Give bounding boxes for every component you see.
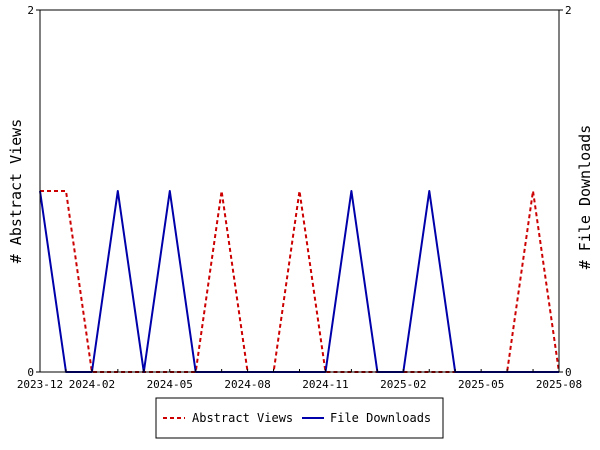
- y-axis-left-title: # Abstract Views: [7, 119, 25, 264]
- y-right-tick-label: 0: [565, 366, 572, 379]
- x-tick-label: 2023-12: [17, 378, 63, 391]
- legend-label-file-downloads: File Downloads: [330, 411, 431, 425]
- x-tick-label: 2025-05: [458, 378, 504, 391]
- y-right-tick-label: 2: [565, 4, 572, 17]
- legend: Abstract Views File Downloads: [155, 397, 444, 439]
- x-tick-label: 2024-08: [224, 378, 270, 391]
- x-tick-label: 2024-02: [69, 378, 115, 391]
- tick-layer: 2023-12 2024-02 2024-05 2024-08 2024-11 2025-…: [17, 4, 582, 391]
- legend-label-abstract-views: Abstract Views: [192, 411, 293, 425]
- y-left-tick-label: 0: [27, 366, 34, 379]
- x-tick-label: 2024-05: [147, 378, 193, 391]
- x-tick-label: 2025-02: [380, 378, 426, 391]
- x-tick-label: 2025-08: [536, 378, 582, 391]
- x-tick-label: 2024-11: [302, 378, 348, 391]
- y-left-tick-label: 2: [27, 4, 34, 17]
- y-axis-right-title: # File Downloads: [576, 125, 594, 270]
- legend-box: [155, 397, 444, 439]
